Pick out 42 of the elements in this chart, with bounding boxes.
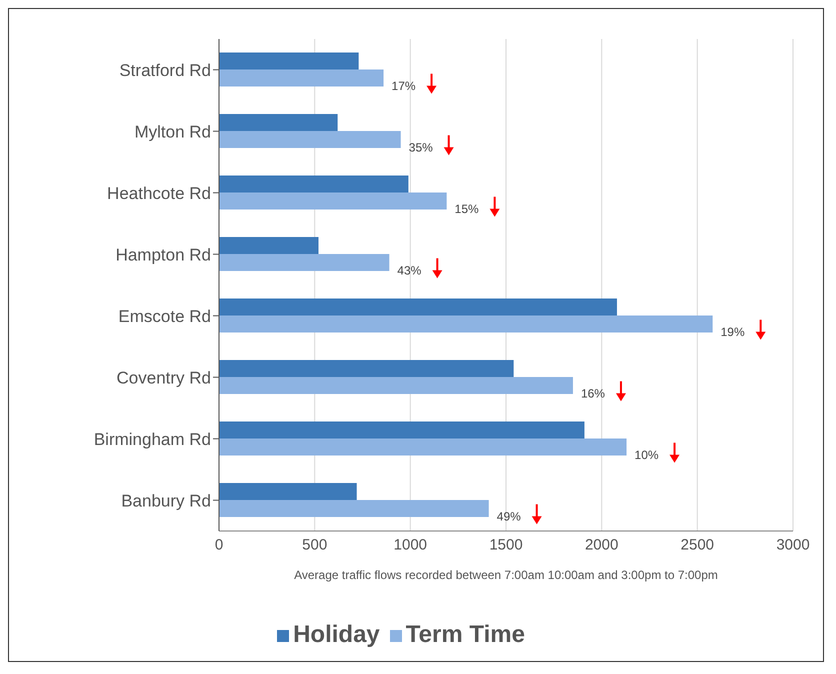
x-tick-label: 2500 bbox=[680, 536, 714, 554]
bar bbox=[219, 422, 584, 439]
bar bbox=[219, 377, 573, 394]
bar bbox=[219, 70, 384, 87]
bar bbox=[219, 298, 617, 316]
x-tick-label: 0 bbox=[214, 536, 224, 554]
y-tick-label: Hampton Rd bbox=[116, 245, 211, 264]
bar bbox=[219, 500, 489, 518]
bar bbox=[219, 360, 514, 378]
annotation: 17% bbox=[392, 78, 416, 93]
x-axis-title: Average traffic flows recorded between 7:00am 10:00am and 3:00pm to 7:00pm bbox=[294, 568, 718, 582]
x-tick-label: 2000 bbox=[584, 536, 618, 554]
annotation: 35% bbox=[408, 140, 434, 154]
annotation: 10% bbox=[634, 448, 659, 462]
bar bbox=[219, 316, 713, 333]
y-tick-label: Heathcote Rd bbox=[107, 184, 211, 203]
y-tick-label: Banbury Rd bbox=[121, 491, 211, 510]
annotation: 15% bbox=[454, 202, 480, 216]
legend-label: Holiday bbox=[293, 621, 380, 648]
legend-label: Term Time bbox=[406, 621, 525, 648]
bar bbox=[219, 192, 447, 210]
bar bbox=[219, 176, 408, 193]
x-tick-label: 500 bbox=[302, 536, 328, 554]
y-tick-label: Mylton Rd bbox=[134, 122, 211, 142]
bar bbox=[219, 131, 401, 148]
annotation: 19% bbox=[720, 324, 745, 339]
annotation: 16% bbox=[580, 386, 606, 400]
y-tick-label: Emscote Rd bbox=[118, 306, 211, 326]
bar bbox=[219, 237, 318, 254]
bar bbox=[219, 254, 390, 272]
y-tick-label: Stratford Rd bbox=[119, 60, 211, 80]
bar bbox=[219, 114, 338, 132]
annotation: 43% bbox=[397, 263, 422, 278]
x-tick-label: 1000 bbox=[394, 536, 428, 554]
bar bbox=[219, 438, 627, 456]
x-tick-label: 3000 bbox=[776, 536, 810, 554]
annotation: 49% bbox=[496, 509, 522, 524]
bar bbox=[219, 52, 359, 70]
y-tick-label: Coventry Rd bbox=[116, 368, 211, 388]
x-tick-label: 1500 bbox=[489, 536, 523, 554]
bar bbox=[219, 483, 357, 500]
y-tick-label: Birmingham Rd bbox=[94, 430, 211, 449]
